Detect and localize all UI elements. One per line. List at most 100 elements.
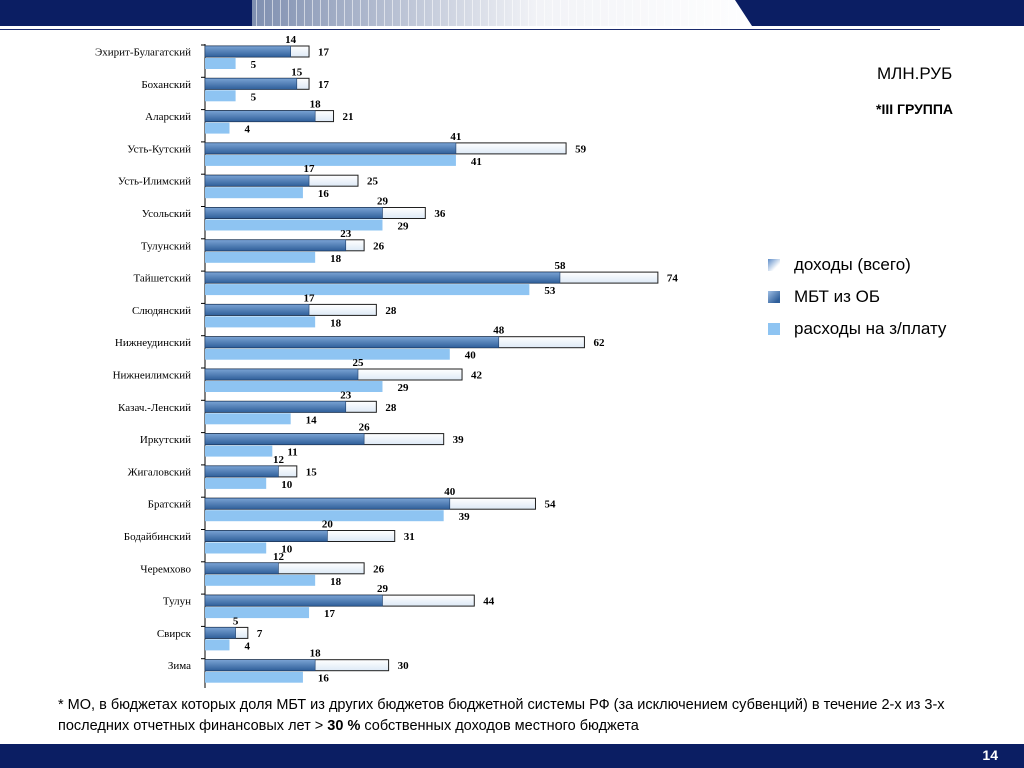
value-label-income: 17 — [318, 47, 330, 59]
value-label-salary: 17 — [324, 608, 336, 620]
value-label-income: 25 — [367, 176, 379, 188]
bar-mbt — [204, 239, 347, 252]
value-label-salary: 11 — [287, 447, 297, 459]
value-label-salary: 18 — [330, 253, 342, 265]
value-label-salary: 4 — [244, 640, 250, 652]
value-label-income: 44 — [483, 596, 495, 608]
value-label-salary: 10 — [281, 544, 293, 556]
value-label-salary: 40 — [465, 350, 477, 362]
legend-label-mbt: МБТ из ОБ — [794, 287, 881, 306]
category-label: Нижнеилимский — [113, 370, 192, 382]
legend-label-income: доходы (всего) — [794, 255, 911, 274]
legend-swatch-mbt — [768, 291, 780, 303]
bar-salary — [205, 639, 230, 651]
category-label: Нижнеудинский — [115, 337, 191, 349]
header-bar — [0, 0, 1024, 26]
bar-salary — [205, 413, 291, 425]
value-label-income: 28 — [385, 305, 397, 317]
category-label: Жигаловский — [128, 466, 191, 478]
value-label-income: 42 — [471, 370, 483, 382]
bar-mbt — [204, 78, 298, 90]
value-label-mbt: 20 — [322, 519, 334, 531]
value-label-mbt: 41 — [450, 131, 461, 143]
value-label-income: 74 — [667, 273, 679, 285]
legend-swatch-income — [768, 259, 780, 271]
bar-salary — [205, 251, 316, 263]
value-label-salary: 4 — [244, 124, 250, 136]
bar-mbt — [204, 562, 279, 575]
bar-mbt — [204, 368, 359, 381]
value-label-income: 7 — [257, 628, 263, 640]
value-label-mbt: 48 — [493, 325, 505, 337]
bar-salary — [205, 284, 530, 296]
labels-group: Эхирит-Булагатский 17 14 5 Боханский 17 15 5 Ала… — [95, 34, 678, 685]
value-label-income: 59 — [575, 143, 587, 155]
value-label-salary: 29 — [397, 382, 409, 394]
value-label-income: 30 — [398, 660, 410, 672]
bar-mbt — [204, 142, 457, 155]
value-label-mbt: 23 — [340, 228, 352, 240]
bar-salary — [205, 445, 273, 457]
legend-swatch-salary — [768, 323, 780, 335]
value-label-salary: 10 — [281, 479, 293, 491]
category-label: Тайшетский — [133, 273, 191, 285]
value-label-income: 39 — [453, 434, 465, 446]
category-label: Аларский — [145, 111, 191, 123]
bar-salary — [205, 219, 383, 231]
value-label-salary: 18 — [330, 576, 342, 588]
bar-mbt — [204, 271, 561, 284]
bar-salary — [205, 510, 444, 522]
legend-label-salary: расходы на з/плату — [794, 319, 947, 338]
value-label-mbt: 26 — [359, 422, 371, 434]
value-label-mbt: 18 — [310, 99, 322, 111]
footer-bar: 14 — [0, 744, 1024, 768]
category-label: Свирск — [157, 628, 192, 640]
bar-salary — [205, 187, 303, 199]
header-gradient-graphic — [0, 0, 1024, 26]
bar-mbt — [204, 530, 328, 542]
bar-salary — [205, 348, 450, 360]
bar-salary — [205, 477, 267, 489]
value-label-income: 54 — [544, 499, 556, 511]
chart-legend: доходы (всего) МБТ из ОБ расходы на з/пл… — [768, 255, 1008, 351]
bar-salary — [205, 58, 236, 69]
value-label-mbt: 29 — [377, 196, 389, 208]
category-label: Иркутский — [140, 434, 191, 446]
bar-mbt — [204, 465, 279, 478]
bar-mbt — [204, 336, 500, 349]
bar-mbt — [204, 594, 383, 607]
value-label-mbt: 23 — [340, 389, 352, 401]
category-label: Казач.-Ленский — [118, 402, 191, 414]
bar-salary — [205, 90, 236, 102]
header-rule — [0, 29, 940, 30]
bar-salary — [205, 381, 383, 392]
value-label-mbt: 40 — [444, 486, 456, 498]
value-label-income: 36 — [434, 208, 446, 220]
value-label-salary: 5 — [251, 91, 257, 103]
unit-label: МЛН.РУБ — [877, 64, 953, 83]
category-label: Зима — [168, 660, 191, 672]
value-label-mbt: 12 — [273, 551, 285, 563]
value-label-mbt: 29 — [377, 583, 389, 595]
value-label-salary: 18 — [330, 317, 342, 329]
category-label: Тулун — [163, 596, 191, 608]
bar-mbt — [204, 433, 365, 445]
footnote-text-end: собственных доходов местного бюджета — [360, 718, 639, 734]
value-label-salary: 5 — [251, 59, 257, 71]
value-label-income: 21 — [343, 111, 354, 123]
value-label-income: 26 — [373, 240, 385, 252]
bar-salary — [205, 607, 310, 619]
footnote: * МО, в бюджетах которых доля МБТ из дру… — [58, 695, 988, 737]
value-label-income: 62 — [593, 337, 605, 349]
value-label-income: 31 — [404, 531, 415, 543]
bar-chart: Эхирит-Булагатский 17 14 5 Боханский 17 15 5 Ала… — [95, 34, 678, 688]
bar-salary — [205, 154, 456, 166]
bar-salary — [205, 122, 230, 134]
bar-mbt — [204, 110, 316, 122]
bar-mbt — [204, 207, 383, 219]
value-label-mbt: 17 — [304, 163, 316, 175]
category-label: Слюдянский — [132, 305, 191, 317]
value-label-salary: 29 — [397, 221, 409, 233]
group-label: *III ГРУППА — [876, 101, 954, 117]
value-label-mbt: 15 — [291, 66, 303, 78]
